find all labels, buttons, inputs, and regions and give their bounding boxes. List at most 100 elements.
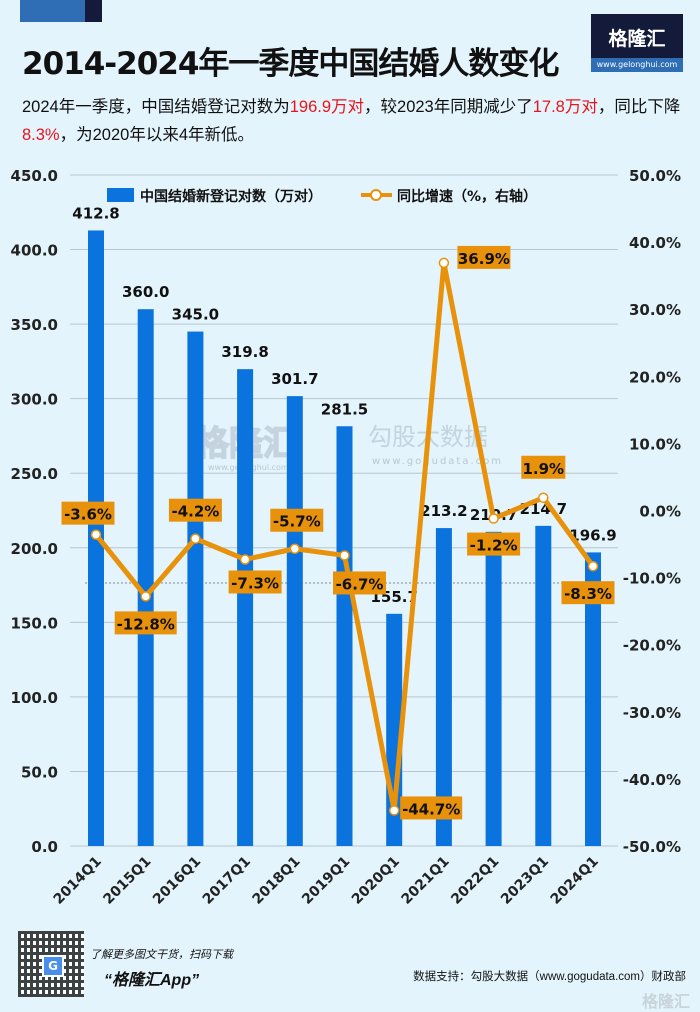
growth-label: -5.7% bbox=[273, 513, 321, 531]
right-axis-tick: -30.0% bbox=[623, 704, 681, 722]
summary-segment: ，较2023年同期减少了 bbox=[364, 98, 533, 116]
left-axis-tick: 50.0 bbox=[21, 763, 58, 781]
summary-highlight: 196.9万对 bbox=[289, 98, 365, 116]
growth-point bbox=[538, 492, 549, 504]
growth-label: -12.8% bbox=[117, 615, 175, 633]
growth-point bbox=[388, 805, 400, 816]
left-axis-tick: 350.0 bbox=[11, 316, 58, 334]
summary-highlight: 17.8万对 bbox=[532, 98, 598, 116]
growth-point bbox=[587, 560, 599, 572]
logo-url: www.gelonghui.com bbox=[591, 58, 683, 72]
corner-logo: 格隆汇 bbox=[641, 994, 690, 1011]
promo-text: 了解更多图文干货，扫码下载 bbox=[90, 949, 233, 961]
legend-bar-label: 中国结婚新登记对数（万对） bbox=[140, 188, 322, 205]
app-logo-icon: G bbox=[42, 955, 64, 977]
right-axis-tick: 20.0% bbox=[629, 368, 681, 386]
x-axis-tick: 2014Q1 bbox=[51, 854, 105, 908]
bar bbox=[237, 369, 254, 846]
right-axis-tick: -10.0% bbox=[623, 570, 681, 588]
growth-label: -1.2% bbox=[470, 537, 518, 555]
summary-highlight: 8.3% bbox=[22, 126, 60, 144]
watermark-data-url: www.gogudata.com bbox=[372, 456, 503, 467]
right-axis-tick: -20.0% bbox=[623, 637, 681, 655]
page-title: 2014-2024年一季度中国结婚人数变化 bbox=[22, 46, 559, 82]
growth-label-box bbox=[333, 571, 386, 595]
bar bbox=[435, 528, 452, 846]
right-axis-tick: -50.0% bbox=[623, 838, 681, 856]
x-axis-tick: 2016Q1 bbox=[150, 854, 204, 908]
growth-label-box bbox=[61, 501, 115, 525]
header-decoration bbox=[20, 0, 85, 22]
x-axis-tick: 2015Q1 bbox=[100, 854, 154, 908]
growth-label-box bbox=[228, 570, 282, 594]
growth-label: 1.9% bbox=[522, 460, 564, 478]
legend-line-label: 同比增速（%，右轴） bbox=[397, 188, 537, 205]
data-source: 数据支持：勾股大数据（www.gogudata.com）财政部 bbox=[413, 971, 686, 983]
summary-segment: 2024年一季度，中国结婚登记对数为 bbox=[22, 98, 290, 116]
x-axis-tick: 2018Q1 bbox=[249, 854, 303, 908]
x-axis-tick: 2019Q1 bbox=[299, 854, 353, 908]
header-decoration-dark bbox=[85, 0, 102, 22]
growth-label-box bbox=[114, 611, 177, 635]
growth-label: -3.6% bbox=[64, 506, 112, 524]
legend-line-marker bbox=[370, 189, 382, 201]
app-name: “格隆汇App” bbox=[104, 972, 200, 989]
right-axis-tick: 50.0% bbox=[629, 167, 681, 185]
x-axis-tick: 2022Q1 bbox=[448, 854, 502, 908]
growth-label-box bbox=[270, 508, 324, 532]
left-axis-tick: 150.0 bbox=[11, 614, 58, 632]
bar bbox=[485, 531, 502, 846]
left-axis-tick: 250.0 bbox=[11, 465, 58, 483]
growth-point bbox=[90, 529, 102, 540]
summary-segment: ，为2020年以来4年新低。 bbox=[59, 126, 254, 144]
left-axis-tick: 200.0 bbox=[11, 540, 58, 558]
right-axis-tick: 0.0% bbox=[639, 503, 681, 521]
x-axis-tick: 2017Q1 bbox=[200, 854, 254, 908]
right-axis-tick: 40.0% bbox=[629, 234, 681, 252]
bar bbox=[286, 396, 303, 846]
bar-value-label: 345.0 bbox=[172, 306, 219, 324]
bar bbox=[187, 331, 204, 847]
growth-point bbox=[289, 543, 301, 554]
growth-point bbox=[190, 533, 201, 544]
bar-value-label: 319.8 bbox=[221, 343, 268, 361]
growth-label-box bbox=[467, 532, 521, 556]
left-axis-tick: 300.0 bbox=[11, 391, 58, 409]
right-axis-tick: 10.0% bbox=[629, 435, 681, 453]
x-axis-tick: 2021Q1 bbox=[399, 854, 453, 908]
x-axis-tick: 2024Q1 bbox=[548, 854, 602, 908]
qr-code[interactable]: G bbox=[18, 931, 84, 997]
growth-label: -7.3% bbox=[231, 574, 279, 592]
left-axis-tick: 450.0 bbox=[11, 167, 58, 185]
growth-point bbox=[438, 257, 450, 269]
growth-point bbox=[140, 591, 151, 602]
growth-point bbox=[339, 550, 350, 561]
summary-text: 2024年一季度，中国结婚登记对数为196.9万对，较2023年同期减少了17.… bbox=[22, 93, 692, 149]
logo-text: 格隆汇 bbox=[608, 28, 666, 50]
chart: 0.0 50.0 100.0 150.0 200.0 250.0 300.0 350.0 400… bbox=[11, 167, 681, 908]
growth-label-box bbox=[521, 455, 566, 479]
bar-value-label: 360.0 bbox=[122, 283, 169, 301]
left-axis-tick: 100.0 bbox=[11, 689, 58, 707]
growth-label-box bbox=[457, 245, 511, 269]
bar bbox=[535, 525, 552, 846]
bar-value-label: 412.8 bbox=[72, 204, 119, 222]
growth-label-box bbox=[400, 796, 463, 820]
brand-logo: 格隆汇 www.gelonghui.com bbox=[591, 14, 683, 72]
bar-value-label: 213.2 bbox=[420, 502, 467, 520]
bar bbox=[585, 552, 601, 846]
right-axis-tick: 30.0% bbox=[629, 301, 681, 319]
growth-label: -8.3% bbox=[564, 585, 612, 603]
growth-label: -6.7% bbox=[336, 575, 384, 593]
right-axis-tick: -40.0% bbox=[623, 771, 681, 789]
bar-value-label: 281.5 bbox=[321, 400, 368, 418]
bar-value-label: 196.9 bbox=[569, 526, 616, 544]
bar bbox=[336, 426, 353, 846]
left-axis-tick: 400.0 bbox=[11, 242, 58, 260]
growth-label-box bbox=[168, 498, 222, 522]
x-axis-tick: 2020Q1 bbox=[349, 854, 403, 908]
left-axis-tick: 0.0 bbox=[31, 838, 58, 856]
legend-bar-swatch bbox=[107, 188, 134, 202]
growth-label: -44.7% bbox=[402, 800, 460, 818]
growth-label: -4.2% bbox=[171, 503, 219, 521]
